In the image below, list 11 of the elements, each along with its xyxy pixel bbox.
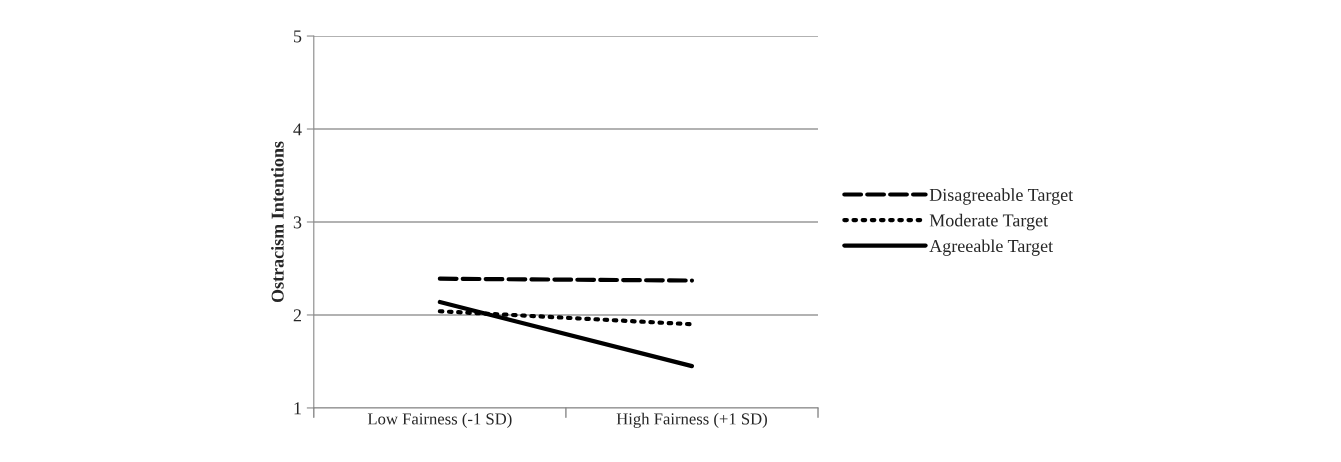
y-tick-label: 1 — [294, 402, 301, 415]
legend-label: Agreeable Target — [929, 239, 1054, 256]
y-tick-label: 3 — [293, 216, 302, 229]
y-axis-title: Ostracism Intentions — [271, 141, 284, 303]
y-tick-label: 4 — [293, 123, 302, 136]
legend-label: Disagreeable Target — [929, 188, 1074, 205]
x-tick-label: High Fairness (+1 SD) — [616, 412, 767, 428]
y-tick-label: 5 — [294, 30, 302, 43]
x-tick-label: Low Fairness (-1 SD) — [367, 412, 512, 428]
y-tick-label: 2 — [293, 309, 301, 322]
legend-label: Moderate Target — [929, 213, 1049, 231]
